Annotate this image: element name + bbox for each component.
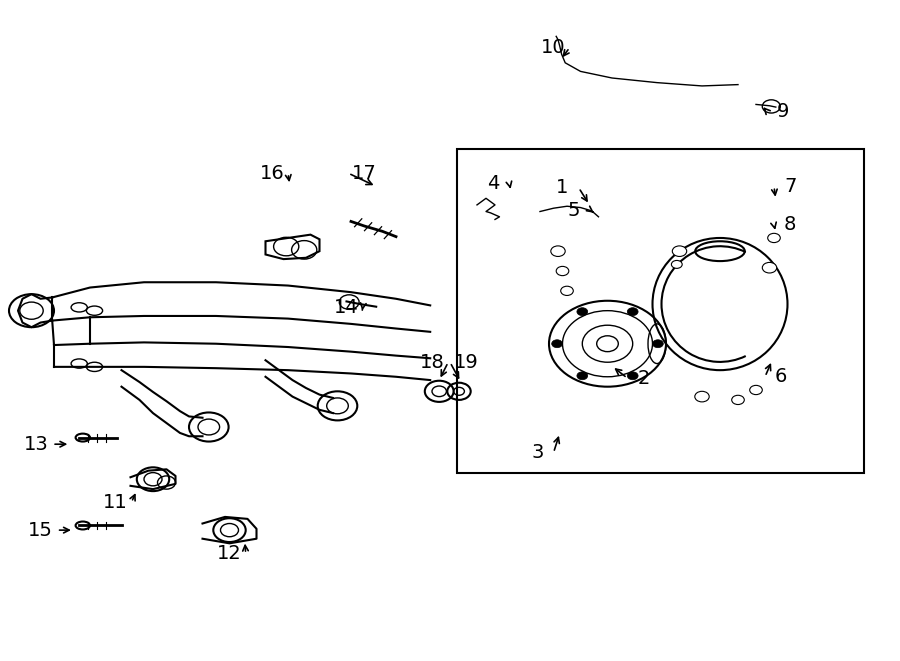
Text: 19: 19 — [454, 353, 479, 371]
Text: 5: 5 — [568, 201, 580, 219]
Text: 13: 13 — [23, 435, 49, 453]
Text: 16: 16 — [259, 164, 284, 182]
Circle shape — [627, 308, 638, 316]
Circle shape — [695, 391, 709, 402]
Circle shape — [627, 371, 638, 379]
Circle shape — [762, 262, 777, 273]
Text: 11: 11 — [103, 493, 128, 512]
Text: 12: 12 — [217, 545, 242, 563]
Text: 8: 8 — [784, 215, 796, 234]
Text: 7: 7 — [784, 177, 796, 196]
Circle shape — [577, 308, 588, 316]
Circle shape — [561, 286, 573, 295]
Text: 10: 10 — [541, 38, 566, 57]
Circle shape — [339, 295, 359, 309]
Circle shape — [732, 395, 744, 405]
Text: 17: 17 — [352, 164, 377, 182]
Text: 1: 1 — [556, 178, 569, 197]
Circle shape — [768, 233, 780, 243]
Text: 15: 15 — [28, 521, 53, 539]
Ellipse shape — [76, 522, 90, 529]
Circle shape — [556, 266, 569, 276]
Circle shape — [577, 371, 588, 379]
Circle shape — [652, 340, 663, 348]
Text: 18: 18 — [419, 353, 445, 371]
Circle shape — [552, 340, 562, 348]
Ellipse shape — [76, 434, 90, 442]
Circle shape — [672, 246, 687, 256]
Text: 2: 2 — [637, 369, 650, 387]
Circle shape — [750, 385, 762, 395]
Text: 3: 3 — [531, 444, 544, 462]
Circle shape — [671, 260, 682, 268]
Text: 14: 14 — [334, 298, 359, 317]
Text: 4: 4 — [487, 175, 500, 193]
Text: 9: 9 — [777, 102, 789, 120]
Bar — [457, 149, 864, 473]
Text: 6: 6 — [775, 368, 788, 386]
Circle shape — [551, 246, 565, 256]
